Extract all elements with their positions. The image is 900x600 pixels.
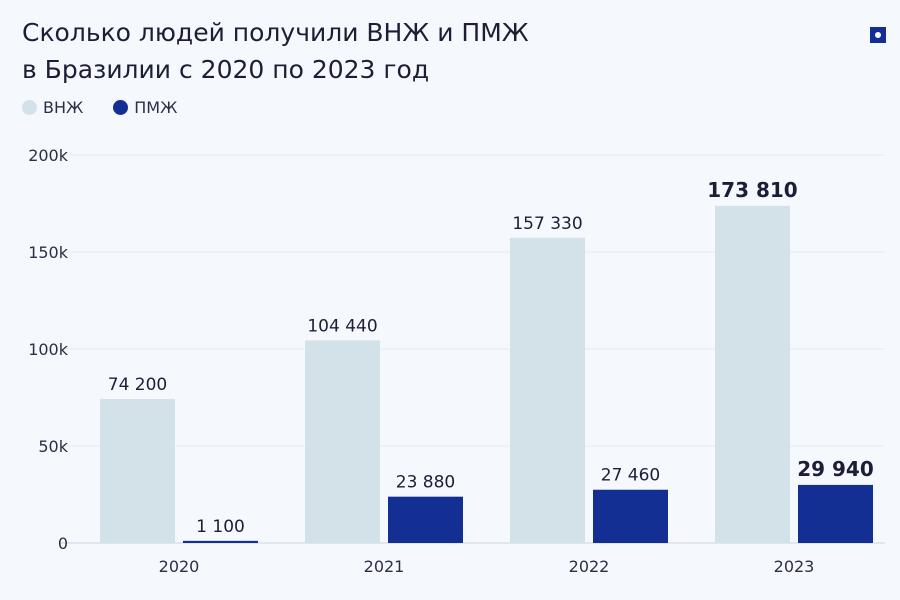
data-label: 1 100 bbox=[196, 517, 245, 537]
legend-item-pmzh: ПМЖ bbox=[113, 98, 177, 117]
chart-title: Сколько людей получили ВНЖ и ПМЖ в Брази… bbox=[22, 18, 529, 84]
bar-vnzh-2022 bbox=[510, 237, 585, 544]
legend-swatch-pmzh bbox=[113, 100, 129, 115]
data-label: 104 440 bbox=[307, 316, 377, 336]
legend-swatch-vnzh bbox=[22, 100, 37, 115]
bar-pmzh-2020 bbox=[183, 540, 258, 543]
y-tick-label: 50k bbox=[38, 437, 68, 456]
logo-icon bbox=[870, 27, 886, 43]
bar-vnzh-2021 bbox=[305, 340, 380, 543]
legend-item-vnzh: ВНЖ bbox=[22, 98, 83, 117]
bar-pmzh-2023 bbox=[798, 484, 873, 543]
data-label: 74 200 bbox=[108, 375, 167, 395]
x-tick-label: 2021 bbox=[364, 557, 405, 576]
data-label: 173 810 bbox=[707, 178, 797, 202]
bar-vnzh-2020 bbox=[100, 399, 175, 543]
y-tick-label: 150k bbox=[28, 243, 69, 262]
legend-label: ВНЖ bbox=[43, 98, 84, 117]
legend-label: ПМЖ bbox=[134, 98, 178, 117]
data-label: 29 940 bbox=[797, 457, 874, 481]
x-tick-label: 2023 bbox=[774, 557, 815, 576]
bar-pmzh-2022 bbox=[593, 489, 668, 543]
bar-pmzh-2021 bbox=[388, 496, 463, 543]
data-label: 157 330 bbox=[512, 214, 582, 234]
data-label: 23 880 bbox=[396, 473, 455, 493]
data-label: 27 460 bbox=[601, 466, 660, 486]
x-tick-label: 2020 bbox=[159, 557, 200, 576]
bar-vnzh-2023 bbox=[715, 205, 790, 543]
legend: ВНЖ ПМЖ bbox=[22, 98, 177, 117]
y-tick-label: 0 bbox=[58, 534, 68, 553]
y-tick-label: 200k bbox=[28, 146, 69, 165]
y-tick-label: 100k bbox=[28, 340, 69, 359]
x-tick-label: 2022 bbox=[569, 557, 610, 576]
